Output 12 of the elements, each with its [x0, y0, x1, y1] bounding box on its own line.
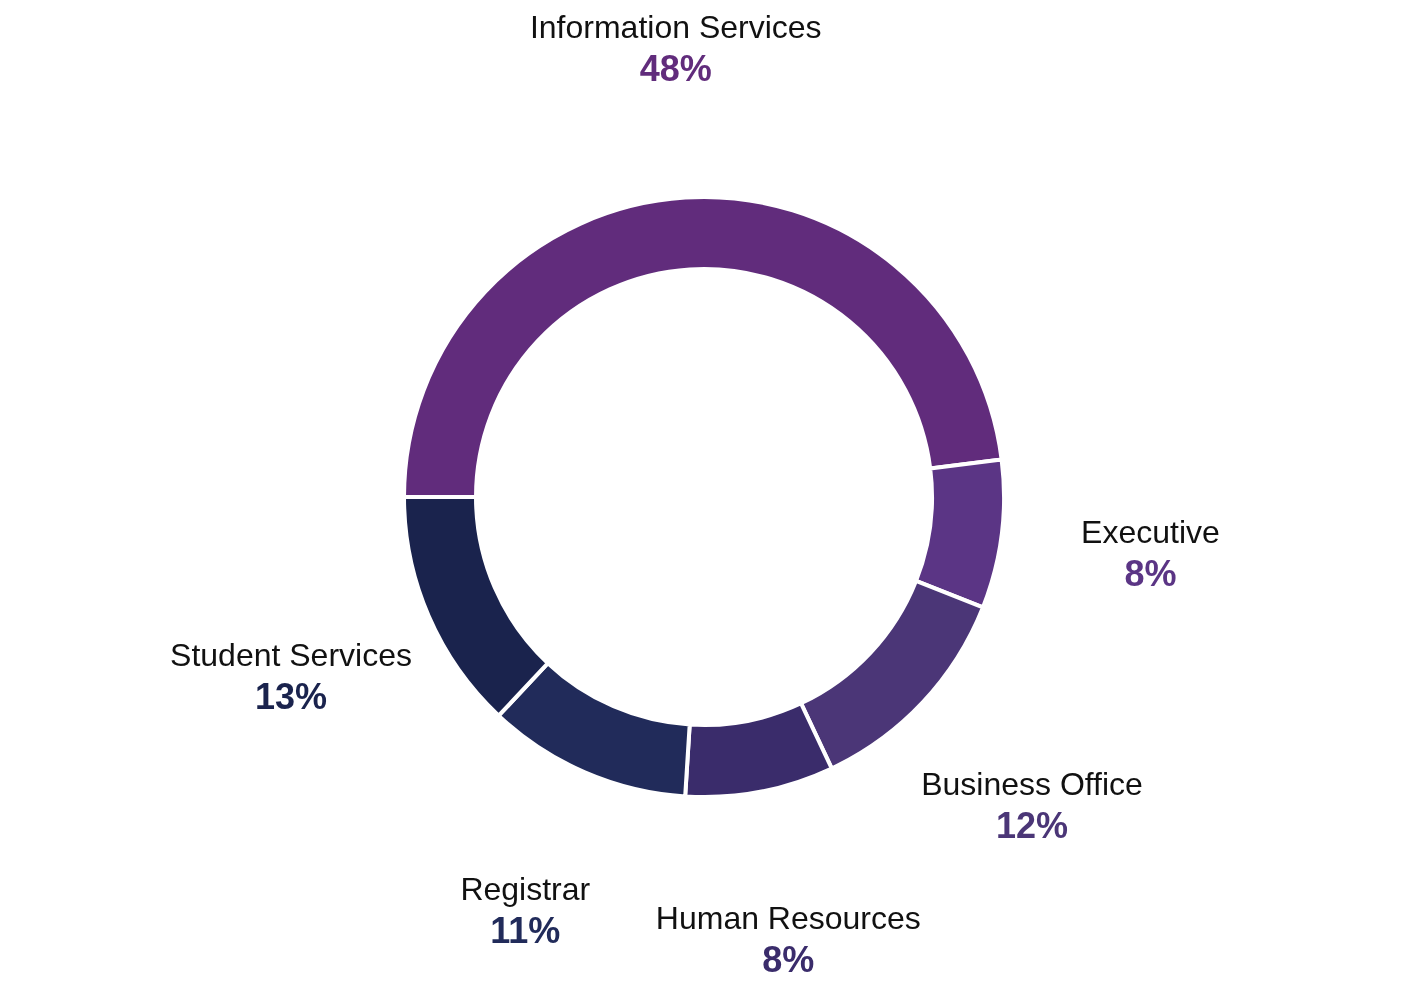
- data-label: 13%: [254, 675, 328, 717]
- slice-label: Business Office: [921, 766, 1143, 803]
- data-label: 12%: [996, 805, 1069, 847]
- data-label: 8%: [1124, 553, 1177, 595]
- data-label: 11%: [490, 909, 561, 951]
- data-label: 48%: [639, 47, 712, 89]
- slice-label: Registrar: [460, 870, 591, 907]
- data-label: 8%: [762, 939, 815, 981]
- slice-label: Executive: [1081, 514, 1220, 551]
- slice-label: Human Resources: [655, 900, 921, 937]
- slice-label: Information Services: [529, 8, 822, 45]
- slice-label: Student Services: [170, 636, 412, 673]
